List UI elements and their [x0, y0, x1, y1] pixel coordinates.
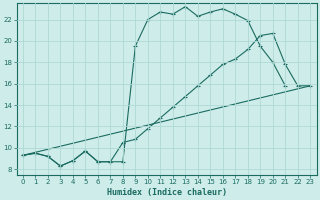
X-axis label: Humidex (Indice chaleur): Humidex (Indice chaleur): [107, 188, 227, 197]
